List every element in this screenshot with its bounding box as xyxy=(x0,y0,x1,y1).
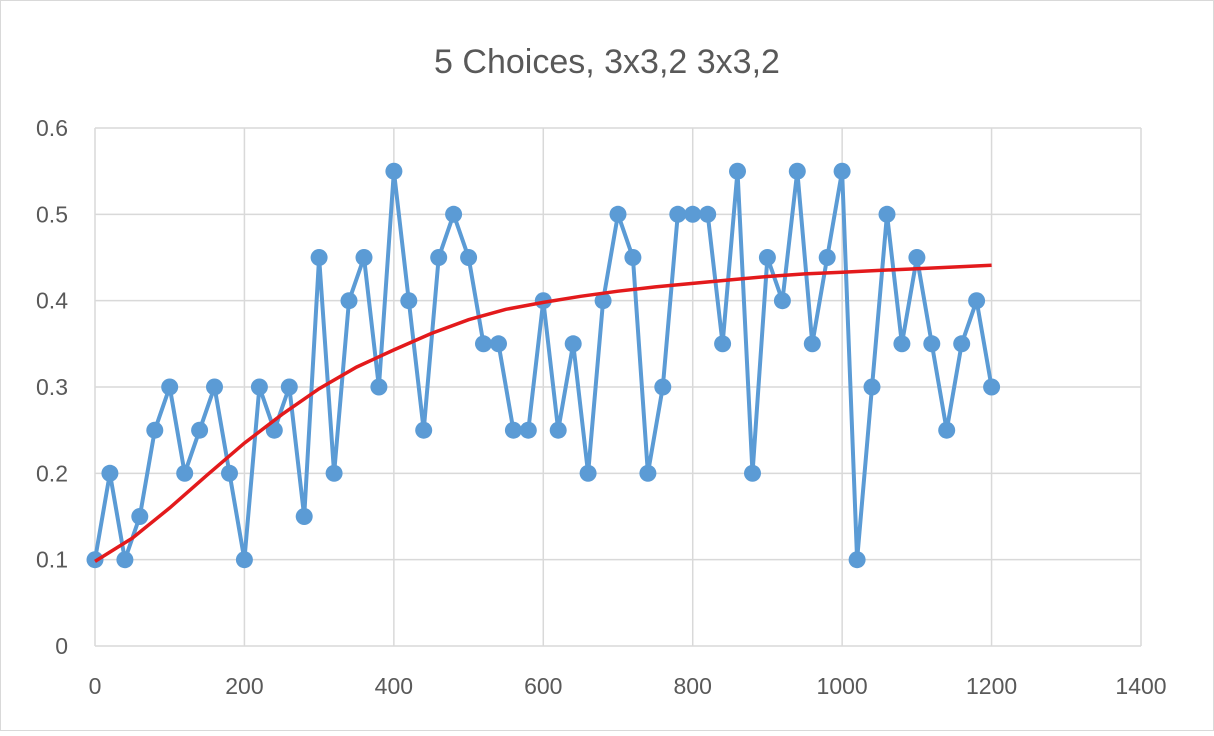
data-point xyxy=(744,464,761,482)
y-tick-label: 0 xyxy=(55,633,68,659)
x-axis-tick-labels: 0 200 400 600 800 1000 1200 1400 xyxy=(89,673,1167,699)
data-point xyxy=(938,421,956,439)
data-point xyxy=(609,205,627,223)
data-point xyxy=(788,162,806,180)
data-point xyxy=(893,335,911,353)
data-point xyxy=(714,335,732,353)
data-point xyxy=(818,249,836,266)
data-point xyxy=(325,464,343,482)
data-point xyxy=(415,421,433,439)
data-point xyxy=(654,378,672,396)
data-point xyxy=(908,249,926,266)
data-point xyxy=(803,335,821,353)
data-point xyxy=(280,378,298,396)
data-point xyxy=(758,249,776,266)
data-point xyxy=(370,378,388,396)
data-point xyxy=(310,249,328,266)
data-series xyxy=(86,162,1001,569)
data-point xyxy=(355,249,373,266)
data-point xyxy=(549,421,567,439)
data-point xyxy=(131,508,149,525)
y-axis-tick-labels: 0 0.1 0.2 0.3 0.4 0.5 0.6 xyxy=(36,115,68,659)
data-point xyxy=(669,205,687,223)
data-point xyxy=(624,249,642,266)
data-point xyxy=(594,292,612,310)
chart-title: 5 Choices, 3x3,2 3x3,2 xyxy=(434,43,780,81)
data-point xyxy=(579,464,597,482)
x-tick-label: 1400 xyxy=(1115,673,1166,699)
data-point xyxy=(504,421,522,439)
x-tick-label: 0 xyxy=(89,673,102,699)
data-point xyxy=(729,162,746,180)
data-point xyxy=(430,249,448,266)
data-point xyxy=(968,292,986,310)
data-point xyxy=(340,292,358,310)
data-point xyxy=(639,464,657,482)
y-tick-label: 0.5 xyxy=(36,201,68,227)
data-point xyxy=(519,421,537,439)
data-point xyxy=(265,421,283,439)
x-tick-label: 600 xyxy=(524,673,562,699)
y-tick-label: 0.4 xyxy=(36,288,68,314)
data-point xyxy=(445,205,463,223)
data-point xyxy=(953,335,971,353)
x-tick-label: 1200 xyxy=(966,673,1017,699)
data-point xyxy=(206,378,223,396)
data-point xyxy=(773,292,791,310)
data-point xyxy=(923,335,941,353)
data-point xyxy=(146,421,164,439)
data-point xyxy=(295,508,313,525)
trend-line xyxy=(94,263,992,563)
y-tick-label: 0.3 xyxy=(36,374,68,400)
data-point xyxy=(460,249,478,266)
data-point xyxy=(385,162,403,180)
data-point xyxy=(191,421,209,439)
data-point xyxy=(221,464,238,482)
data-point xyxy=(863,378,881,396)
data-point xyxy=(250,378,268,396)
data-point xyxy=(490,335,507,353)
data-point xyxy=(116,551,134,569)
data-point xyxy=(684,205,702,223)
data-point xyxy=(848,551,866,569)
y-tick-label: 0.1 xyxy=(36,547,68,573)
x-tick-label: 1000 xyxy=(817,673,868,699)
data-point xyxy=(878,205,896,223)
y-tick-label: 0.2 xyxy=(36,460,68,486)
data-point xyxy=(101,464,119,482)
data-point xyxy=(176,464,194,482)
data-point xyxy=(161,378,179,396)
data-point xyxy=(833,162,851,180)
trend-series xyxy=(94,263,992,563)
data-point xyxy=(235,551,253,569)
series-layer xyxy=(86,162,1001,569)
data-point xyxy=(400,292,418,310)
data-point xyxy=(475,335,492,353)
data-point xyxy=(699,205,717,223)
x-tick-label: 800 xyxy=(674,673,712,699)
y-tick-label: 0.6 xyxy=(36,115,68,141)
data-point xyxy=(564,335,582,353)
data-point xyxy=(983,378,1001,396)
x-tick-label: 400 xyxy=(375,673,413,699)
x-tick-label: 200 xyxy=(225,673,263,699)
